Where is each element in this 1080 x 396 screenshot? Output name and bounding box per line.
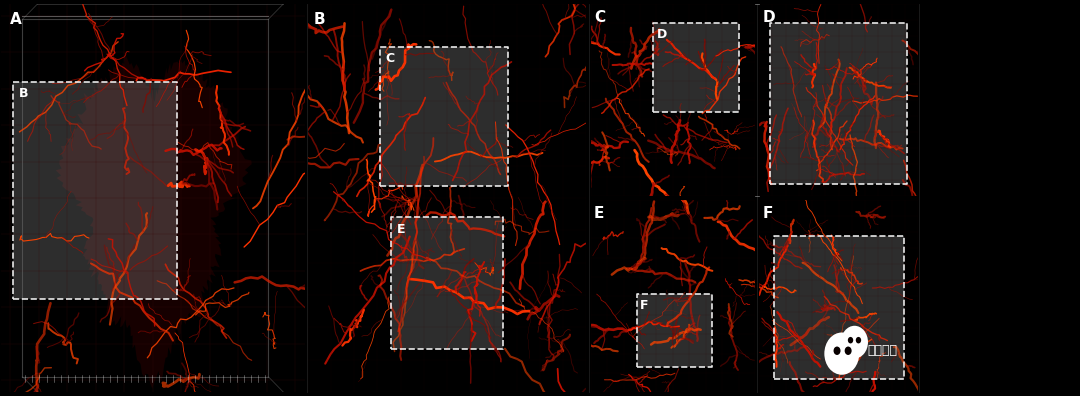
Bar bbox=[380, 47, 509, 187]
Text: E: E bbox=[594, 206, 605, 221]
Text: F: F bbox=[640, 299, 648, 312]
Bar bbox=[653, 23, 739, 112]
Circle shape bbox=[824, 333, 860, 375]
Circle shape bbox=[841, 326, 868, 358]
Bar bbox=[13, 82, 177, 299]
Text: C: C bbox=[594, 10, 605, 25]
Bar bbox=[770, 23, 907, 185]
Polygon shape bbox=[56, 52, 252, 389]
Text: D: D bbox=[657, 28, 666, 41]
Circle shape bbox=[834, 346, 840, 355]
Text: F: F bbox=[762, 206, 773, 221]
Bar bbox=[773, 236, 904, 379]
Text: B: B bbox=[313, 12, 325, 27]
Text: E: E bbox=[397, 223, 405, 236]
Bar bbox=[391, 217, 503, 349]
Text: C: C bbox=[386, 52, 395, 65]
Text: D: D bbox=[762, 10, 775, 25]
Circle shape bbox=[845, 346, 852, 355]
Text: A: A bbox=[10, 12, 22, 27]
Text: B: B bbox=[19, 88, 29, 101]
Text: 罗辑科学: 罗辑科学 bbox=[867, 345, 897, 358]
Circle shape bbox=[855, 337, 861, 343]
Circle shape bbox=[848, 337, 853, 343]
Bar bbox=[637, 294, 712, 367]
